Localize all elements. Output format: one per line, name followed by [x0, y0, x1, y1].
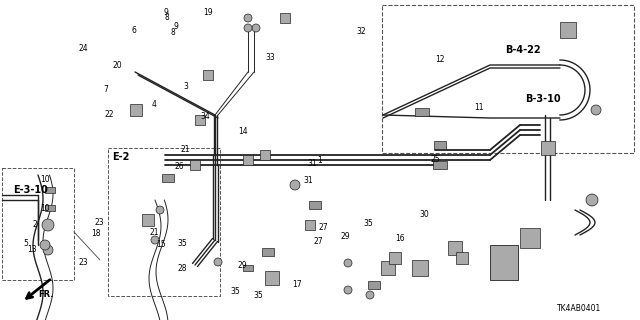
- Text: 23: 23: [78, 258, 88, 267]
- Text: B-3-10: B-3-10: [525, 94, 561, 104]
- Bar: [162, 174, 174, 182]
- Text: 1: 1: [317, 156, 323, 164]
- Text: 22: 22: [104, 110, 113, 119]
- Text: 31: 31: [307, 159, 317, 168]
- Bar: [45, 205, 55, 211]
- Text: 29: 29: [237, 261, 247, 270]
- Bar: [243, 265, 253, 271]
- Text: 16: 16: [395, 234, 405, 243]
- Text: 28: 28: [178, 264, 187, 273]
- Bar: [130, 104, 142, 116]
- Text: 35: 35: [230, 287, 241, 296]
- Text: 27: 27: [318, 223, 328, 232]
- Bar: [541, 141, 555, 155]
- Text: 12: 12: [436, 55, 445, 64]
- Bar: [190, 160, 200, 170]
- Text: B-4-22: B-4-22: [506, 44, 541, 55]
- Circle shape: [586, 194, 598, 206]
- Text: 29: 29: [340, 232, 351, 241]
- Text: 3: 3: [183, 82, 188, 91]
- Circle shape: [591, 105, 601, 115]
- Text: 21: 21: [150, 228, 159, 237]
- Bar: [456, 252, 468, 264]
- Text: 21: 21: [181, 145, 190, 154]
- Bar: [381, 261, 395, 275]
- Text: 20: 20: [112, 61, 122, 70]
- Text: 18: 18: [92, 229, 100, 238]
- Circle shape: [214, 258, 222, 266]
- Bar: [2, 168, 74, 280]
- Text: 23: 23: [94, 218, 104, 227]
- Text: 10: 10: [40, 204, 50, 212]
- Circle shape: [40, 240, 50, 250]
- Text: 32: 32: [356, 27, 367, 36]
- Text: 8: 8: [170, 28, 175, 36]
- Text: 5: 5: [23, 239, 28, 248]
- Bar: [108, 148, 220, 296]
- Circle shape: [252, 24, 260, 32]
- Bar: [490, 245, 518, 280]
- Bar: [382, 5, 634, 153]
- Bar: [260, 150, 270, 160]
- Bar: [520, 228, 540, 248]
- Text: 13: 13: [27, 245, 37, 254]
- Bar: [280, 13, 290, 23]
- Text: E-2: E-2: [112, 152, 129, 162]
- Circle shape: [244, 24, 252, 32]
- Bar: [305, 220, 315, 230]
- Bar: [368, 281, 380, 289]
- Text: E-3-10: E-3-10: [13, 185, 47, 196]
- Circle shape: [344, 286, 352, 294]
- Text: 7: 7: [103, 85, 108, 94]
- Text: FR.: FR.: [38, 290, 54, 299]
- Circle shape: [290, 180, 300, 190]
- Circle shape: [244, 14, 252, 22]
- Circle shape: [344, 259, 352, 267]
- Text: 26: 26: [174, 162, 184, 171]
- Text: 2: 2: [33, 220, 38, 228]
- Text: 4: 4: [151, 100, 156, 108]
- Circle shape: [43, 245, 53, 255]
- Text: 10: 10: [40, 175, 50, 184]
- Text: 35: 35: [253, 291, 264, 300]
- Text: 30: 30: [419, 210, 429, 219]
- Bar: [412, 260, 428, 276]
- Bar: [560, 22, 576, 38]
- Bar: [265, 271, 279, 285]
- Bar: [45, 187, 55, 193]
- Bar: [389, 252, 401, 264]
- Text: 8: 8: [164, 13, 169, 22]
- Circle shape: [366, 291, 374, 299]
- Bar: [262, 248, 274, 256]
- Bar: [203, 70, 213, 80]
- Bar: [415, 108, 429, 116]
- Circle shape: [151, 236, 159, 244]
- Bar: [142, 214, 154, 226]
- Text: 34: 34: [200, 112, 210, 121]
- Text: 15: 15: [156, 240, 166, 249]
- Text: 9: 9: [173, 22, 179, 31]
- Circle shape: [156, 206, 164, 214]
- Bar: [309, 201, 321, 209]
- Text: 27: 27: [314, 237, 324, 246]
- Text: 25: 25: [430, 155, 440, 164]
- Text: 11: 11: [474, 103, 483, 112]
- Bar: [448, 241, 462, 255]
- Circle shape: [42, 219, 54, 231]
- Bar: [195, 115, 205, 125]
- Text: TK4AB0401: TK4AB0401: [557, 304, 601, 313]
- Text: 33: 33: [266, 53, 276, 62]
- Text: 24: 24: [78, 44, 88, 52]
- Text: 6: 6: [132, 26, 137, 35]
- Text: 31: 31: [303, 176, 314, 185]
- Bar: [434, 141, 446, 148]
- Text: 19: 19: [203, 8, 213, 17]
- Text: 35: 35: [363, 219, 373, 228]
- Bar: [433, 161, 447, 169]
- Text: 17: 17: [292, 280, 302, 289]
- Text: 14: 14: [238, 127, 248, 136]
- Text: 35: 35: [177, 239, 188, 248]
- Text: 9: 9: [164, 8, 169, 17]
- Bar: [243, 155, 253, 165]
